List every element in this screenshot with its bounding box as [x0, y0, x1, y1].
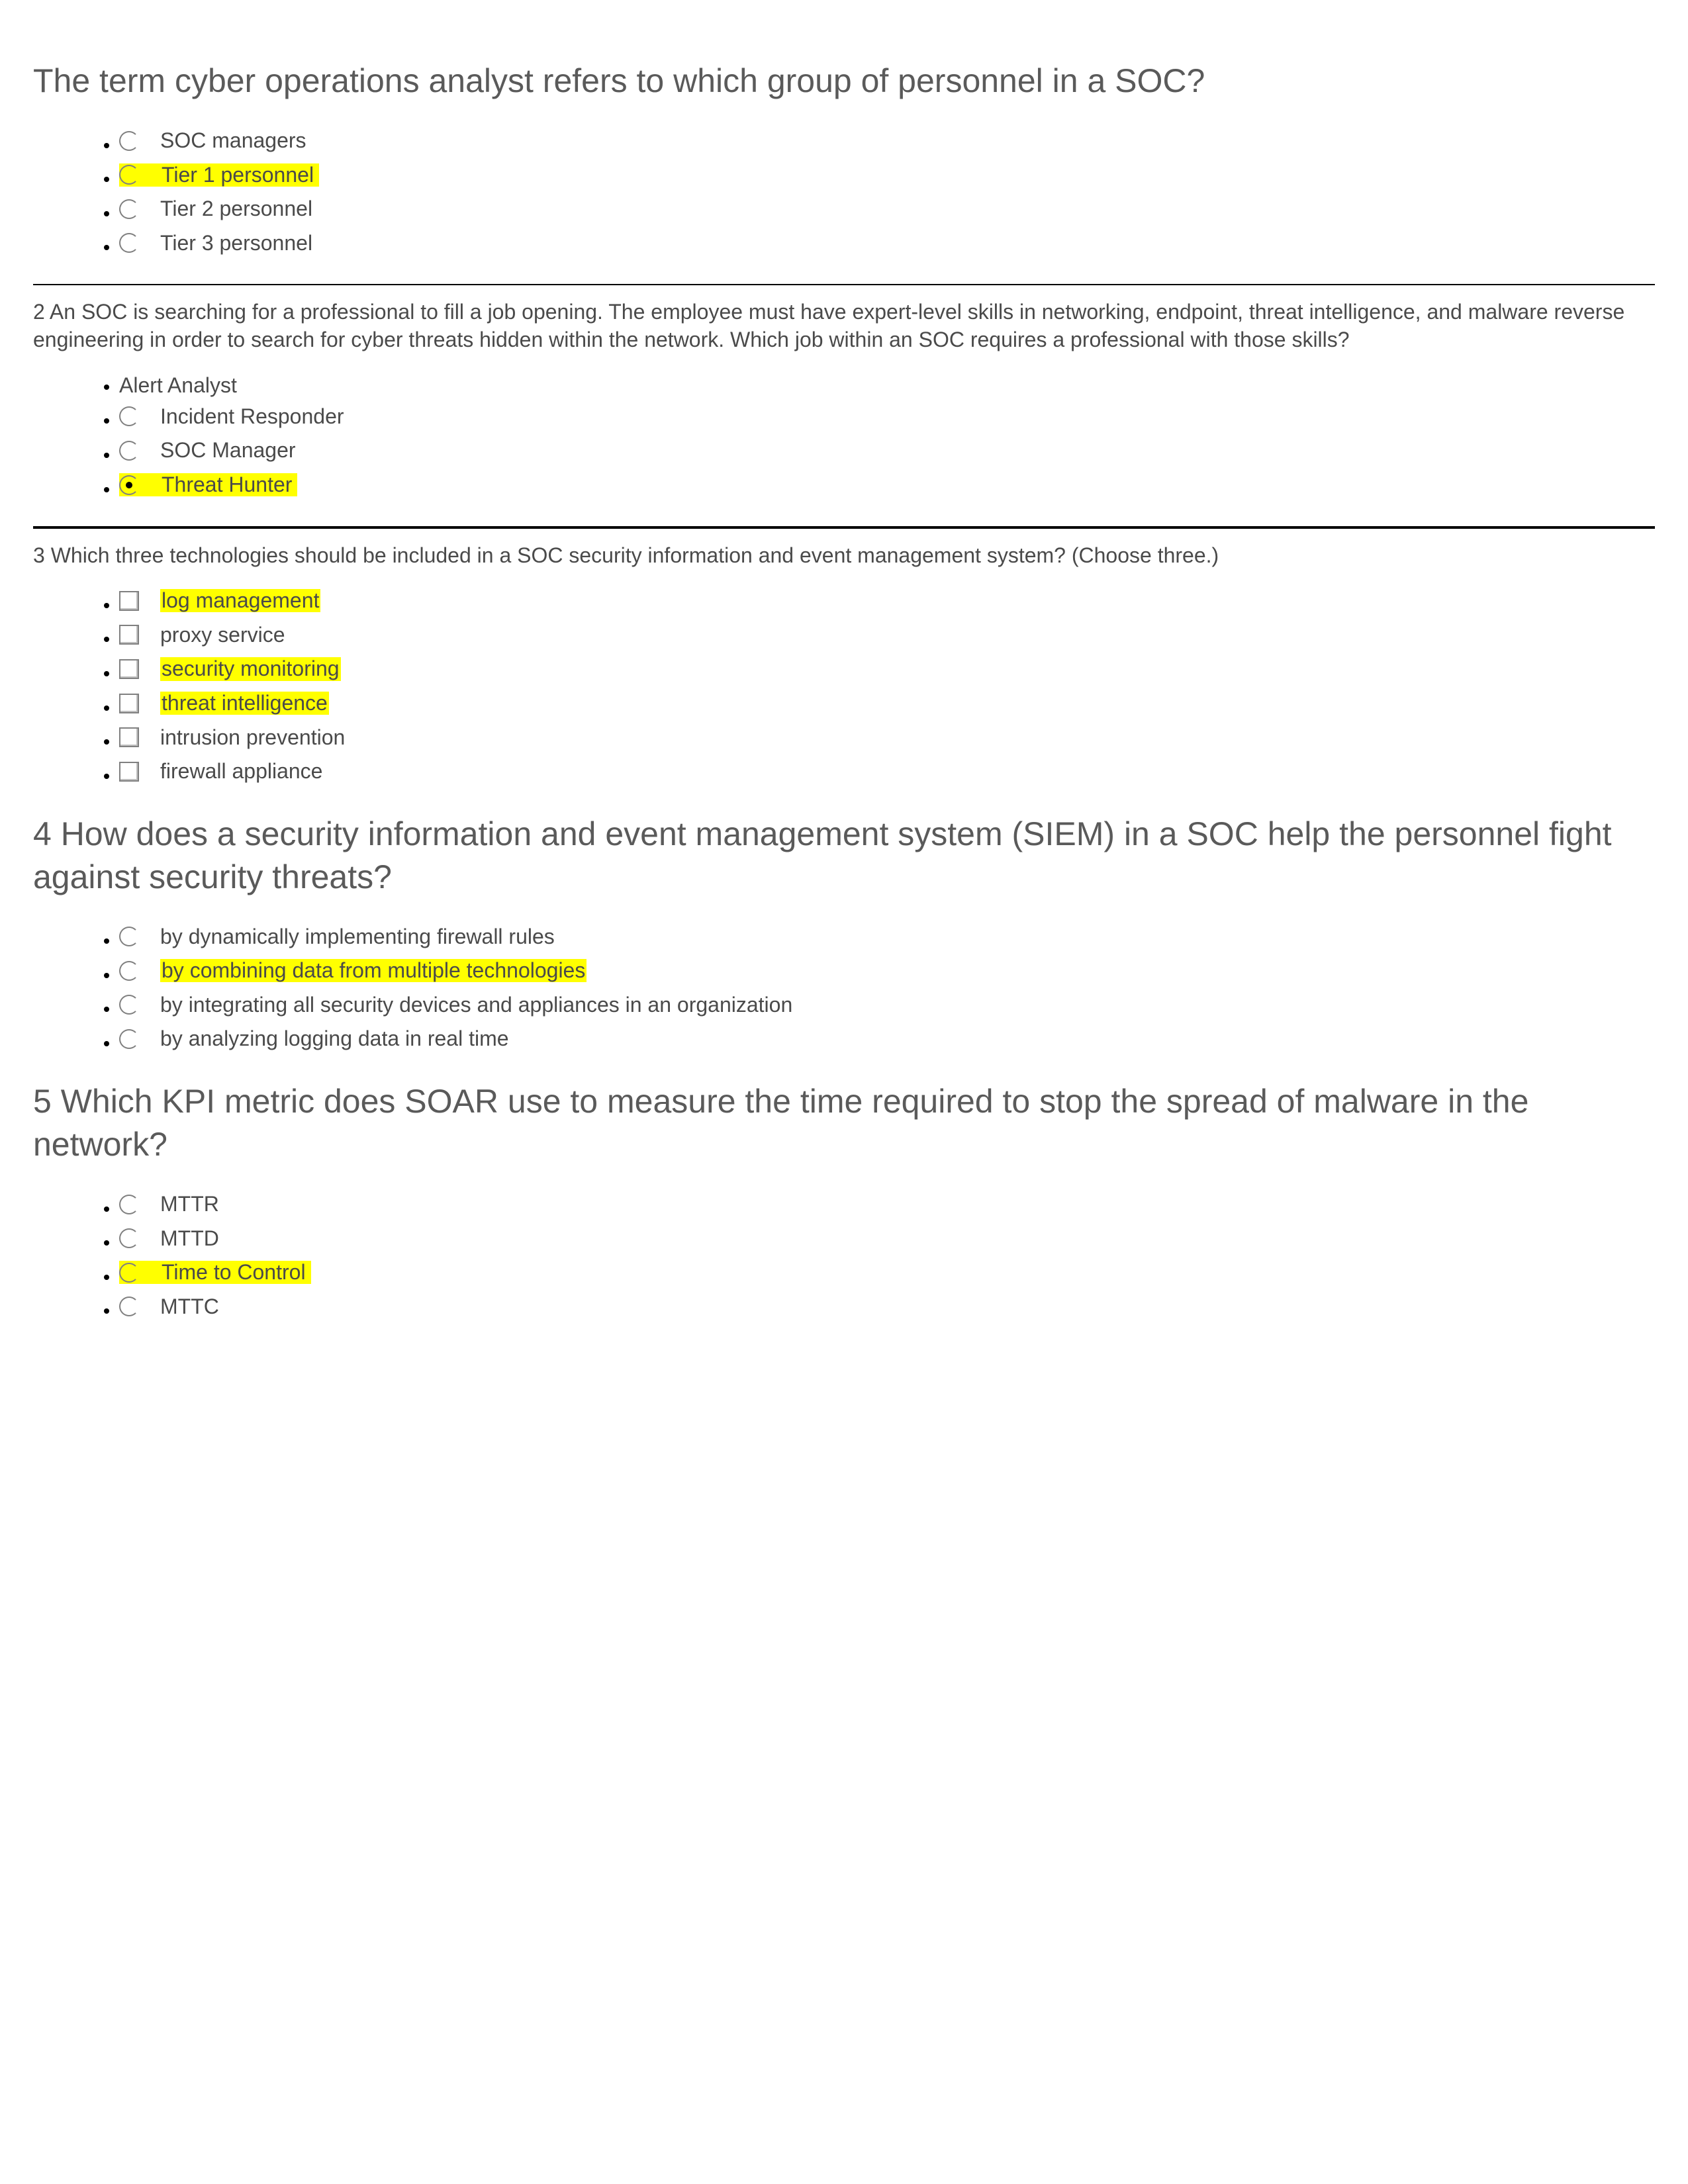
q4-option-c: by integrating all security devices and … [119, 993, 1655, 1020]
question-4-options: by dynamically implementing firewall rul… [33, 925, 1655, 1054]
radio-icon[interactable] [119, 441, 139, 461]
q2-option-d: Threat Hunter [119, 473, 1655, 500]
q4-option-b: by combining data from multiple technolo… [119, 959, 1655, 985]
radio-icon[interactable] [119, 406, 139, 426]
checkbox-icon[interactable] [119, 659, 139, 679]
q5-option-d: MTTC [119, 1295, 1655, 1322]
question-5-text: 5 Which KPI metric does SOAR use to meas… [33, 1080, 1655, 1166]
radio-icon[interactable] [119, 475, 139, 495]
radio-icon[interactable] [119, 131, 139, 151]
q1-option-c: Tier 2 personnel [119, 197, 1655, 224]
checkbox-icon[interactable] [119, 762, 139, 782]
q2-option-c: SOC Manager [119, 439, 1655, 465]
checkbox-icon[interactable] [119, 591, 139, 611]
q2-option-a: Alert Analyst [119, 374, 1655, 397]
question-4-text: 4 How does a security information and ev… [33, 813, 1655, 899]
q3-option-b: proxy service [119, 623, 1655, 650]
q3-option-c: security monitoring [119, 657, 1655, 684]
q3-option-e: intrusion prevention [119, 726, 1655, 752]
q1-option-a: SOC managers [119, 129, 1655, 156]
radio-icon[interactable] [119, 961, 139, 981]
q3-option-d: threat intelligence [119, 692, 1655, 718]
radio-icon[interactable] [119, 1297, 139, 1316]
question-3-options: log management proxy service security mo… [33, 589, 1655, 786]
q4-option-a: by dynamically implementing firewall rul… [119, 925, 1655, 952]
radio-icon[interactable] [119, 1029, 139, 1049]
checkbox-icon[interactable] [119, 625, 139, 645]
question-1-options: SOC managers Tier 1 personnel Tier 2 per… [33, 129, 1655, 257]
radio-icon[interactable] [119, 165, 139, 185]
question-5-options: MTTR MTTD Time to Control MTTC [33, 1193, 1655, 1321]
question-1-text: The term cyber operations analyst refers… [33, 60, 1655, 103]
q2-option-b: Incident Responder [119, 405, 1655, 432]
question-2-text: 2 An SOC is searching for a professional… [33, 298, 1655, 353]
question-2-options: Alert Analyst Incident Responder SOC Man… [33, 374, 1655, 500]
radio-icon[interactable] [119, 1228, 139, 1248]
radio-icon[interactable] [119, 995, 139, 1015]
divider [33, 284, 1655, 285]
radio-icon[interactable] [119, 1263, 139, 1283]
radio-icon[interactable] [119, 927, 139, 946]
q3-option-a: log management [119, 589, 1655, 615]
q5-option-b: MTTD [119, 1227, 1655, 1253]
q5-option-c: Time to Control [119, 1261, 1655, 1287]
q5-option-a: MTTR [119, 1193, 1655, 1219]
radio-icon[interactable] [119, 233, 139, 253]
radio-icon[interactable] [119, 199, 139, 219]
radio-icon[interactable] [119, 1195, 139, 1214]
q3-option-f: firewall appliance [119, 760, 1655, 786]
checkbox-icon[interactable] [119, 727, 139, 747]
divider [33, 526, 1655, 529]
question-3-text: 3 Which three technologies should be inc… [33, 542, 1655, 570]
q4-option-d: by analyzing logging data in real time [119, 1027, 1655, 1054]
q1-option-b: Tier 1 personnel [119, 163, 1655, 190]
q1-option-d: Tier 3 personnel [119, 232, 1655, 258]
checkbox-icon[interactable] [119, 694, 139, 713]
